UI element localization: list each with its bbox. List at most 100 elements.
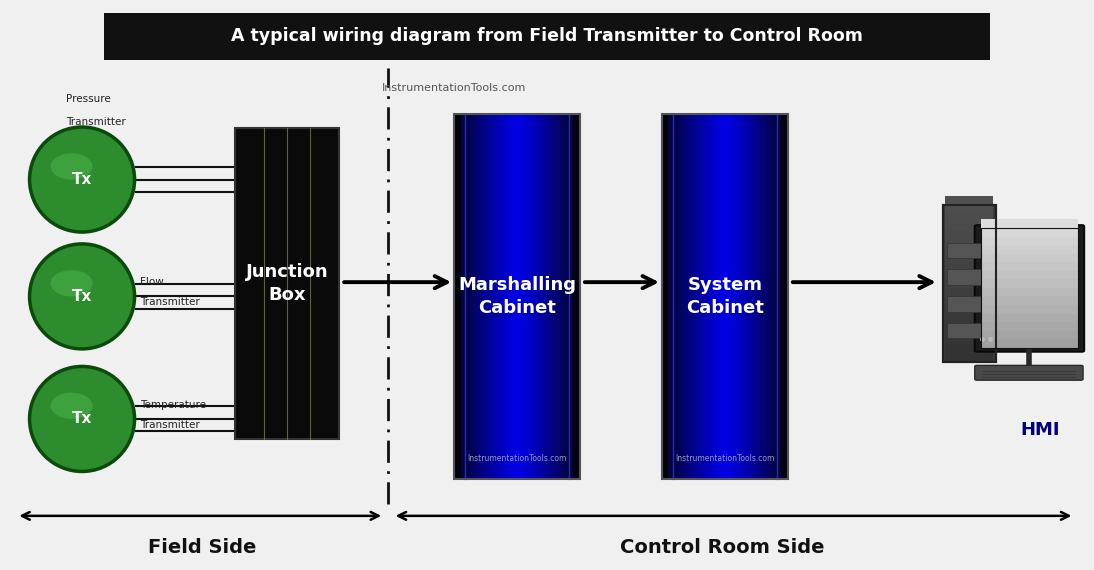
Bar [945,287,993,296]
Text: Marshalling
Cabinet: Marshalling Cabinet [458,276,575,317]
Bar [454,114,459,479]
Bar [719,114,722,479]
Bar [498,114,501,479]
Bar [945,353,993,362]
Bar [763,114,766,479]
Bar [783,114,788,479]
Bar [504,114,508,479]
Bar [574,114,580,479]
Bar [662,114,668,479]
Bar [717,114,720,479]
Text: Field Side: Field Side [148,538,257,557]
Bar [992,370,1067,379]
Text: HMI: HMI [1021,421,1060,439]
Bar [521,114,524,479]
Bar [943,205,996,362]
Text: Transmitter: Transmitter [140,297,200,307]
Ellipse shape [50,393,93,419]
Bar [981,262,1078,271]
Bar [945,221,993,230]
Bar [573,114,577,479]
Bar [945,328,993,337]
Bar [750,114,753,479]
Bar [945,262,993,271]
Bar [519,114,522,479]
Bar [781,114,788,479]
Bar [511,114,514,479]
Bar [481,114,485,479]
Bar [703,114,707,479]
Bar [563,114,567,479]
Bar [945,213,993,222]
Bar [781,114,784,479]
Bar [527,114,531,479]
Bar [981,228,1078,348]
Bar [769,114,772,479]
Bar [662,114,665,479]
Bar [981,253,1078,262]
Bar [785,114,789,479]
Bar [534,114,537,479]
Bar [454,114,457,479]
Bar [945,295,993,304]
Bar [783,114,787,479]
Bar [947,296,991,312]
Text: InstrumentationTools.com: InstrumentationTools.com [675,454,775,463]
Bar [773,114,777,479]
Bar [729,114,732,479]
Bar [500,114,503,479]
Bar [687,114,690,479]
Bar [945,197,993,205]
Text: System
Cabinet: System Cabinet [686,276,764,317]
Bar [466,114,469,479]
Bar [771,114,775,479]
Bar [680,114,684,479]
Bar [486,114,489,479]
Bar [676,114,679,479]
Bar [561,114,565,479]
Text: Temperature: Temperature [140,400,206,410]
Bar [496,114,499,479]
Bar [507,114,510,479]
Bar [947,323,991,339]
Bar [664,114,667,479]
Bar [981,287,1078,296]
Bar [710,114,713,479]
Bar [463,114,466,479]
Bar [742,114,745,479]
Bar [529,114,533,479]
Bar [744,114,747,479]
Bar [981,339,1078,348]
Bar [674,114,677,479]
Bar [752,114,755,479]
Bar [758,114,761,479]
Bar [525,114,528,479]
Bar [104,13,990,60]
Bar [552,114,556,479]
Bar [456,114,459,479]
Bar [945,320,993,329]
Bar [723,114,725,479]
Bar [566,114,569,479]
Bar [509,114,512,479]
Bar [567,114,570,479]
Bar [777,114,780,479]
Ellipse shape [50,270,93,296]
Bar [981,279,1078,288]
Bar [543,114,545,479]
Bar [662,114,788,479]
Bar [544,114,547,479]
Bar [575,114,580,479]
Bar [726,114,730,479]
Bar [555,114,558,479]
Bar [502,114,505,479]
Bar [571,114,574,479]
Bar [685,114,688,479]
Bar [706,114,709,479]
Bar [516,114,520,479]
FancyBboxPatch shape [975,225,1084,352]
Bar [746,114,749,479]
Text: Junction
Box: Junction Box [246,263,328,304]
Bar [981,236,1078,245]
Bar [475,114,478,479]
